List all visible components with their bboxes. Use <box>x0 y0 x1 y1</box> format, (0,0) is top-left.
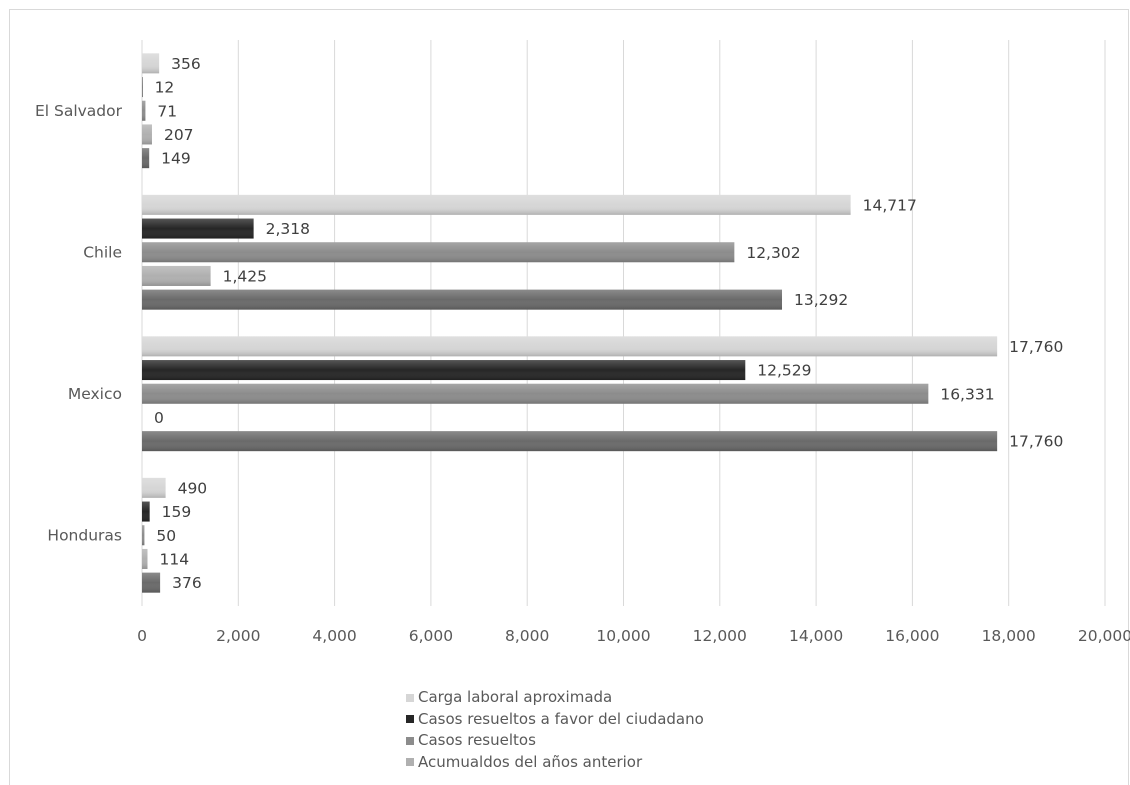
bar-value-label: 17,760 <box>1009 338 1063 356</box>
bar-value-label: 12,529 <box>757 362 811 380</box>
legend-item: Acumualdos del años anterior <box>406 752 826 774</box>
bar-shading <box>142 572 161 593</box>
gridlines <box>141 40 1106 606</box>
data-label-group: 356 12 71 207 149 14,717 2,318 12,302 1,425 13,29… <box>154 55 1063 592</box>
bar-shading <box>142 336 998 357</box>
legend-item: Carga laboral aproximada <box>406 687 826 709</box>
bar-shading <box>142 360 746 381</box>
bar-shading <box>142 525 145 546</box>
bar-value-label: 2,318 <box>266 220 310 238</box>
category-label: Honduras <box>47 526 122 544</box>
legend-swatch <box>406 693 414 702</box>
bar-shading <box>142 242 735 263</box>
legend-swatch <box>406 715 414 724</box>
bar-value-label: 114 <box>159 550 189 568</box>
legend-label: Carga laboral aproximada <box>418 688 613 706</box>
bar-value-label: 490 <box>178 479 208 497</box>
legend-swatch <box>406 758 414 767</box>
bar-shading <box>142 548 148 569</box>
bar-value-label: 149 <box>161 150 191 168</box>
x-tick-label: 10,000 <box>596 627 650 645</box>
chart-frame: 356 12 71 207 149 14,717 2,318 12,302 1,425 13,29… <box>9 9 1130 785</box>
bar-shading <box>142 477 166 498</box>
bar-value-label: 13,292 <box>794 291 848 309</box>
bar-value-label: 17,760 <box>1009 433 1063 451</box>
legend-item: Casos resueltos <box>406 730 826 752</box>
bar-shading <box>142 77 143 98</box>
bar-shading <box>142 383 929 404</box>
bar-shading <box>142 431 998 452</box>
bar-value-label: 14,717 <box>863 196 917 214</box>
bar-chart: 356 12 71 207 149 14,717 2,318 12,302 1,425 13,29… <box>35 40 1130 645</box>
legend-swatch <box>406 736 414 745</box>
legend: Carga laboral aproximada Casos resueltos … <box>406 687 826 773</box>
legend-label: Acumualdos del años anterior <box>418 752 643 771</box>
bar-shading <box>142 218 254 239</box>
bar-shading <box>142 124 152 145</box>
bar-shading <box>142 265 211 286</box>
bar-value-label: 12,302 <box>746 244 800 262</box>
bar-value-label: 376 <box>172 574 202 592</box>
category-axis-labels: El Salvador Chile Mexico Honduras <box>35 102 123 545</box>
bar-value-label: 207 <box>164 126 194 144</box>
bar-shading <box>142 53 160 74</box>
x-tick-label: 18,000 <box>982 627 1036 645</box>
bar-value-label: 159 <box>162 503 192 521</box>
value-axis-tick-labels: 0 2,000 4,000 6,000 8,000 10,000 12,000 14,000 1… <box>137 627 1130 645</box>
bar-shading <box>142 289 783 310</box>
legend-label: Casos resueltos <box>418 731 536 749</box>
x-tick-label: 14,000 <box>789 627 843 645</box>
bar-value-label: 12 <box>155 79 175 97</box>
bar-shading <box>142 501 150 522</box>
bar-series-group <box>142 53 998 593</box>
legend-item: Casos resueltos a favor del ciudadano <box>406 709 826 731</box>
x-tick-label: 16,000 <box>885 627 939 645</box>
x-tick-label: 20,000 <box>1078 627 1130 645</box>
x-tick-label: 2,000 <box>216 627 260 645</box>
x-tick-label: 4,000 <box>312 627 356 645</box>
bar-shading <box>142 100 146 121</box>
bar-shading <box>142 148 150 169</box>
x-tick-label: 8,000 <box>505 627 549 645</box>
x-tick-label: 6,000 <box>409 627 453 645</box>
bar-shading <box>142 194 851 215</box>
category-label: El Salvador <box>35 102 123 120</box>
category-label: Mexico <box>68 385 122 403</box>
bar-value-label: 50 <box>156 527 176 545</box>
x-tick-label: 0 <box>137 627 147 645</box>
bar-value-label: 1,425 <box>223 267 267 285</box>
bar-value-label: 0 <box>154 409 164 427</box>
legend-label: Casos resueltos a favor del ciudadano <box>418 709 704 728</box>
bar-value-label: 356 <box>171 55 201 73</box>
bar-value-label: 71 <box>157 102 177 120</box>
bar-value-label: 16,331 <box>940 385 994 403</box>
x-tick-label: 12,000 <box>693 627 747 645</box>
category-label: Chile <box>83 243 122 261</box>
